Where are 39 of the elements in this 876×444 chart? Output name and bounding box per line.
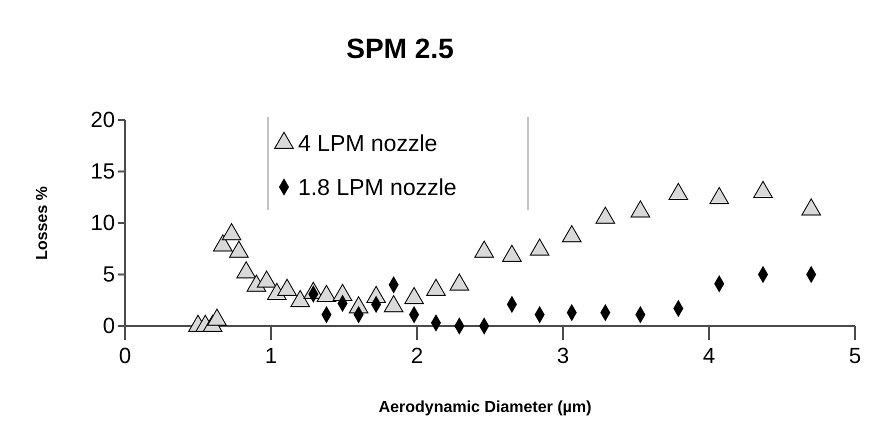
point — [404, 286, 424, 304]
y-tick-label: 0 — [102, 313, 115, 338]
y-tick-label: 20 — [90, 107, 115, 132]
point — [753, 180, 773, 198]
point — [384, 295, 404, 312]
point — [502, 244, 522, 262]
point — [229, 240, 249, 258]
y-tick-label: 15 — [90, 158, 115, 184]
chart-title: SPM 2.5 — [346, 33, 454, 64]
point — [222, 223, 242, 240]
x-tick-label: 1 — [264, 342, 278, 368]
x-tick-label: 2 — [410, 342, 424, 368]
point — [668, 182, 688, 200]
y-axis-title: Losses % — [34, 186, 51, 260]
x-tick-label: 4 — [702, 342, 716, 368]
legend-label: 4 LPM nozzle — [298, 130, 438, 156]
y-tick-label: 10 — [90, 210, 115, 236]
x-axis-title: Aerodynamic Diameter (µm) — [378, 399, 592, 416]
legend-label: 1.8 LPM nozzle — [298, 174, 457, 200]
point — [709, 187, 730, 204]
point — [213, 234, 233, 252]
x-tick-label: 0 — [118, 342, 132, 368]
point — [562, 225, 582, 242]
point — [630, 200, 650, 218]
point — [530, 238, 550, 256]
x-tick-label: 5 — [848, 342, 862, 368]
point — [277, 278, 297, 296]
point — [426, 278, 446, 296]
point — [596, 206, 616, 224]
y-tick-label: 5 — [102, 262, 115, 287]
point — [256, 270, 276, 288]
x-tick-label: 3 — [556, 342, 570, 368]
point — [450, 274, 470, 291]
point — [316, 284, 336, 302]
point — [801, 198, 822, 216]
point — [290, 290, 310, 308]
point — [236, 261, 256, 278]
point — [474, 240, 494, 258]
point — [207, 308, 227, 326]
